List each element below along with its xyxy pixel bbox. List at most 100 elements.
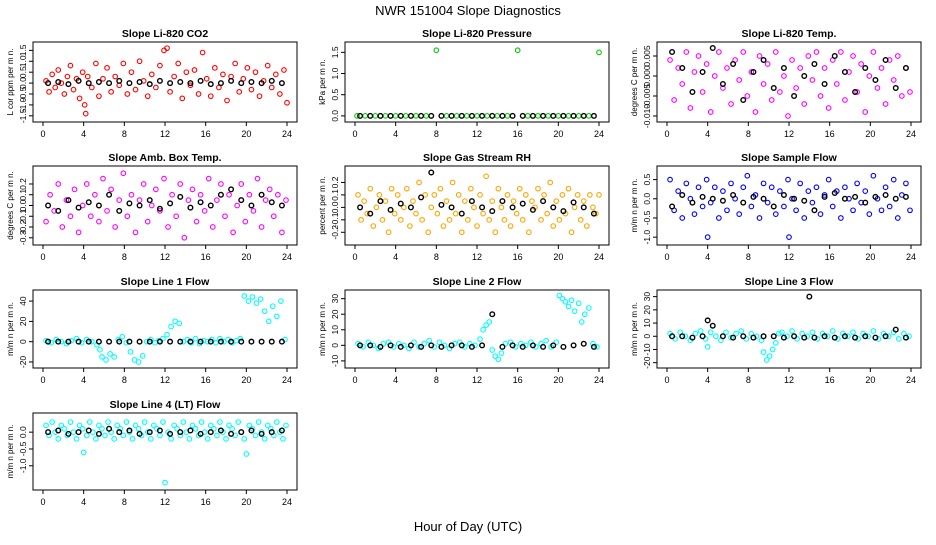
data-point [126,338,133,345]
data-point [283,422,289,429]
data-point [210,425,217,432]
data-point [132,86,139,93]
data-point [872,76,879,83]
data-point [720,188,726,194]
data-point [268,84,275,91]
data-point [760,195,767,202]
data-point [872,193,879,200]
y-tick-label: 1.5 [18,44,28,56]
data-point [258,191,265,198]
data-point [489,112,496,119]
data-point [529,342,536,349]
data-point [437,185,444,192]
data-point [728,334,734,341]
x-tick-label: 4 [81,129,86,139]
data-point [380,340,387,347]
data-point [100,175,106,182]
data-point [679,64,686,71]
data-point [191,67,198,73]
data-point [95,78,102,85]
data-point [49,71,56,78]
data-point [535,113,541,119]
panel-10: Slope Line 4 (LT) Flow 0 4 8 12 16 20 24 -1.0 -0.… [6,399,298,507]
x-tick-label: 8 [434,129,439,139]
data-point [550,223,557,229]
data-point [465,216,471,223]
data-point [268,429,275,436]
data-point [46,88,52,95]
data-point [507,223,514,229]
data-point [99,425,105,432]
data-point [168,436,174,442]
data-point [699,333,706,340]
data-point [391,210,398,217]
data-point [519,216,526,223]
data-point [797,180,804,187]
data-point [153,186,159,193]
x-tick-label: 16 [825,129,835,139]
data-point [841,68,848,75]
data-point [687,105,694,111]
data-point [519,200,526,207]
data-point [669,203,676,210]
panel-7: Slope Line 1 Flow 0 4 8 12 16 20 24 -20 0 20 40m/m … [6,276,298,385]
data-point [168,323,174,330]
data-point [560,208,567,215]
y-tick-label: 20 [642,305,652,315]
series-samples [667,49,913,119]
data-point [124,91,131,97]
data-point [821,80,828,87]
data-point [367,112,374,119]
data-point [438,201,445,208]
data-point [132,422,139,429]
data-point [882,101,889,107]
data-point [560,112,567,119]
data-point [801,334,808,341]
data-point [85,199,92,206]
data-point [253,300,260,306]
y-tick-label: 0.0 [18,199,28,211]
data-point [174,425,181,432]
data-point [189,422,196,429]
data-point [161,175,167,182]
data-point [235,419,242,425]
data-point [116,429,123,436]
panel-title: Slope Line 2 Flow [433,276,523,288]
data-point [45,202,52,209]
data-point [724,207,730,214]
data-point [207,202,214,209]
y-tick-label: 0.5 [642,173,652,185]
data-point [55,181,62,187]
x-tick-label: 0 [664,375,669,385]
x-tick-label: 16 [513,375,523,385]
y-axis-label: m/m n per m n. [6,302,15,356]
data-point [201,208,208,214]
data-point [156,338,163,345]
data-point [791,195,798,202]
x-tick-label: 16 [513,252,523,262]
data-point [189,186,196,193]
data-point [139,353,146,359]
data-point [707,109,714,115]
series-hourly [357,112,597,119]
data-point [96,93,102,100]
data-point [364,210,371,217]
data-point [516,185,523,192]
data-point [458,210,465,217]
data-point [837,49,844,55]
data-point [65,430,72,437]
x-tick-label: 12 [472,375,482,385]
data-point [479,342,486,349]
data-point [801,101,808,107]
data-point [188,339,195,346]
data-point [878,65,885,71]
y-tick-label: -0.3 [18,230,28,245]
data-point [116,77,123,84]
x-tick-label: 12 [784,252,794,262]
data-point [428,112,435,119]
data-point [585,113,592,119]
data-point [760,57,767,64]
data-point [730,61,737,68]
data-point [719,80,726,87]
data-point [492,229,499,236]
